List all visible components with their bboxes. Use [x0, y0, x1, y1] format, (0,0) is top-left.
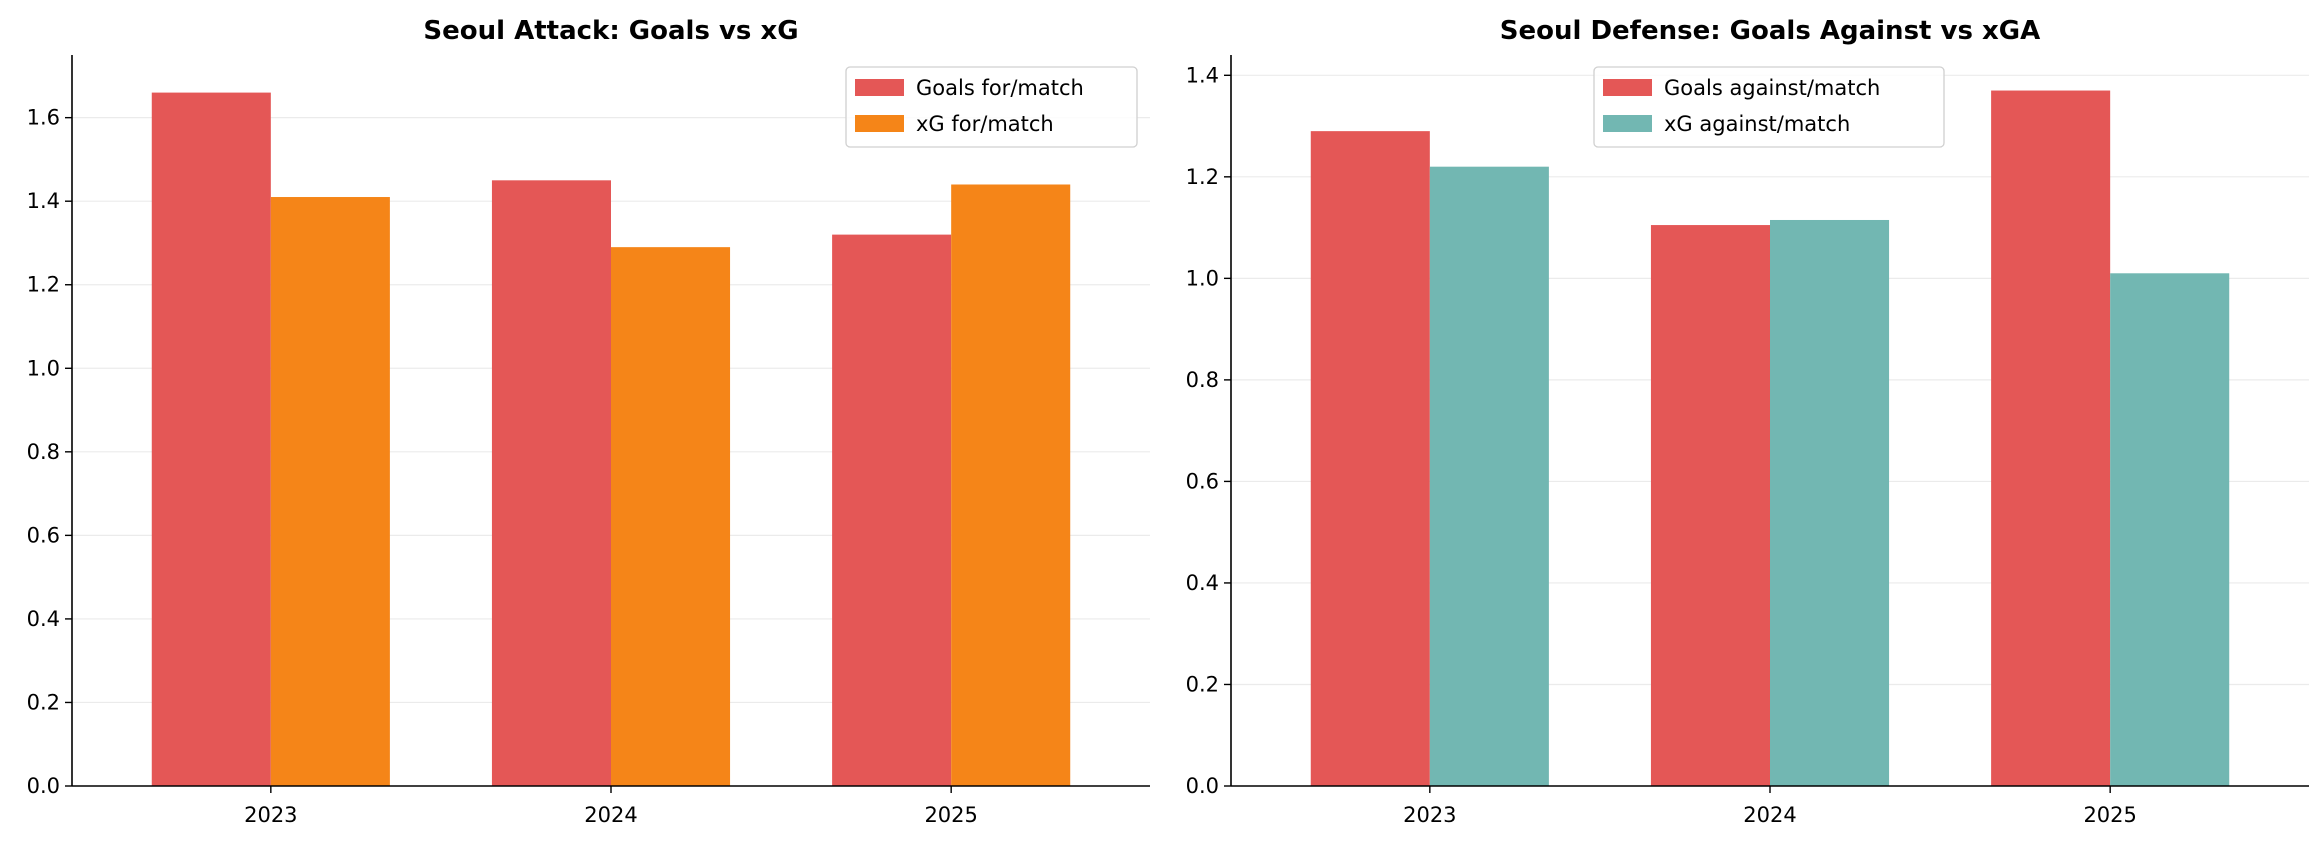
- y-tick-label: 0.0: [27, 774, 60, 798]
- y-tick-label: 0.6: [27, 523, 60, 547]
- legend-box: [1593, 66, 1945, 148]
- y-tick-label: 0.2: [27, 690, 60, 714]
- legend-swatch: [1603, 79, 1652, 96]
- bar-xg-against-match: [2110, 273, 2230, 786]
- y-tick-label: 0.0: [1186, 774, 1219, 798]
- chart-title: Seoul Defense: Goals Against vs xGA: [1500, 16, 2040, 46]
- bar-goals-for-match: [491, 180, 611, 787]
- bar-goals-against-match: [1650, 225, 1770, 786]
- legend-label: Goals for/match: [916, 76, 1084, 100]
- legend-swatch: [855, 79, 904, 96]
- bar-goals-for-match: [151, 92, 271, 786]
- x-tick-label: 2025: [924, 803, 977, 827]
- y-tick-label: 0.8: [27, 440, 60, 464]
- x-tick-label: 2024: [1743, 803, 1796, 827]
- legend-swatch: [855, 115, 904, 132]
- bar-goals-against-match: [1310, 131, 1430, 787]
- bar-goals-against-match: [1991, 90, 2111, 786]
- y-tick-label: 1.2: [1186, 165, 1219, 189]
- y-tick-label: 0.2: [1186, 672, 1219, 696]
- x-tick-label: 2023: [1403, 803, 1456, 827]
- x-tick-label: 2023: [244, 803, 297, 827]
- legend-label: xG against/match: [1664, 112, 1850, 136]
- y-tick-label: 1.0: [27, 356, 60, 380]
- bar-xg-for-match: [611, 247, 731, 787]
- x-tick-label: 2024: [584, 803, 637, 827]
- y-tick-label: 0.4: [1186, 571, 1219, 595]
- x-tick-label: 2025: [2083, 803, 2136, 827]
- legend-label: Goals against/match: [1664, 76, 1880, 100]
- bar-xg-for-match: [270, 197, 390, 787]
- y-tick-label: 0.4: [27, 607, 60, 631]
- y-tick-label: 0.8: [1186, 368, 1219, 392]
- bar-xg-against-match: [1770, 219, 1890, 786]
- legend-swatch: [1603, 115, 1652, 132]
- bar-xg-for-match: [951, 184, 1071, 786]
- legend-box: [845, 66, 1138, 148]
- y-tick-label: 1.4: [1186, 63, 1219, 87]
- y-tick-label: 1.6: [27, 106, 60, 130]
- bar-goals-for-match: [832, 234, 952, 787]
- y-tick-label: 0.6: [1186, 469, 1219, 493]
- legend-label: xG for/match: [916, 112, 1054, 136]
- y-tick-label: 1.4: [27, 189, 60, 213]
- y-tick-label: 1.2: [27, 273, 60, 297]
- y-tick-label: 1.0: [1186, 266, 1219, 290]
- chart-title: Seoul Attack: Goals vs xG: [423, 16, 798, 46]
- bar-xg-against-match: [1429, 166, 1549, 787]
